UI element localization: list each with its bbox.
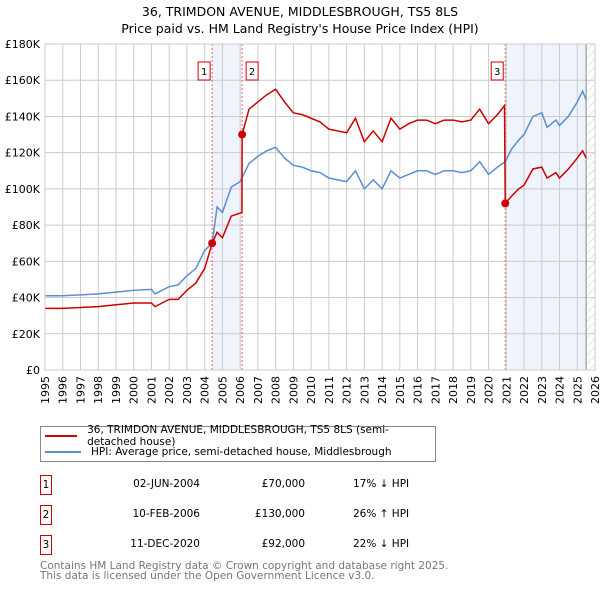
transaction-hpi-diff: 26% ↑ HPI xyxy=(353,508,410,520)
x-tick-label: 2007 xyxy=(252,376,265,404)
sale-point xyxy=(208,239,217,248)
x-tick-label: 2016 xyxy=(412,376,425,404)
legend-label: HPI: Average price, semi-detached house,… xyxy=(91,446,392,458)
footer-line: This data is licensed under the Open Gov… xyxy=(40,570,375,582)
y-tick-label: £140K xyxy=(5,110,41,123)
transaction-price: £70,000 xyxy=(261,478,305,490)
x-tick-label: 2013 xyxy=(358,376,371,404)
x-tick-label: 2026 xyxy=(589,376,600,404)
transaction-date: 10-FEB-2006 xyxy=(132,508,200,520)
x-tick-label: 2014 xyxy=(376,376,389,404)
x-tick-label: 2006 xyxy=(234,376,247,404)
transaction-row: 2 10-FEB-2006 £130,000 26% ↑ HPI xyxy=(40,505,440,525)
transaction-hpi-diff: 22% ↓ HPI xyxy=(353,538,410,550)
sale-point xyxy=(501,199,510,208)
footer: Contains HM Land Registry data © Crown c… xyxy=(40,560,449,582)
sale-number-badge xyxy=(490,61,504,81)
y-tick-label: £160K xyxy=(5,74,41,87)
plot-border xyxy=(44,43,596,371)
y-tick-label: £60K xyxy=(12,255,41,268)
x-tick-label: 2022 xyxy=(518,376,531,404)
transaction-row: 3 11-DEC-2020 £92,000 22% ↓ HPI xyxy=(40,535,440,555)
transaction-row: 1 02-JUN-2004 £70,000 17% ↓ HPI xyxy=(40,475,440,495)
x-tick-label: 2018 xyxy=(447,376,460,404)
x-tick-label: 2021 xyxy=(500,376,513,404)
sale-number-badge xyxy=(197,61,211,81)
legend: 36, TRIMDON AVENUE, MIDDLESBROUGH, TS5 8… xyxy=(40,424,436,462)
x-tick-label: 2024 xyxy=(554,376,567,404)
chart-subtitle: Price paid vs. HM Land Registry's House … xyxy=(121,21,479,36)
x-tick-label: 2019 xyxy=(465,376,478,404)
footer-line: Contains HM Land Registry data © Crown c… xyxy=(40,560,449,572)
x-tick-label: 1996 xyxy=(57,376,70,404)
y-tick-label: £180K xyxy=(5,38,41,51)
y-tick-label: £120K xyxy=(5,147,41,160)
x-tick-label: 2015 xyxy=(394,376,407,404)
x-tick-label: 1999 xyxy=(110,376,123,404)
sale-number-label: 3 xyxy=(494,67,500,78)
sale-number-label: 2 xyxy=(249,67,255,78)
price-chart: 1995 1996 1997 1998 1999 2000 2001 2002 2003 2004… xyxy=(5,38,600,404)
x-tick-label: 2023 xyxy=(536,376,549,404)
x-tick-label: 2000 xyxy=(128,376,141,404)
y-tick-label: £80K xyxy=(12,219,41,232)
hpi-series-line xyxy=(45,89,587,297)
chart-title: 36, TRIMDON AVENUE, MIDDLESBROUGH, TS5 8… xyxy=(141,4,459,19)
legend-item-hpi: HPI: Average price, semi-detached house,… xyxy=(45,444,392,460)
x-tick-label: 2005 xyxy=(216,376,229,404)
transaction-date: 02-JUN-2004 xyxy=(133,478,200,490)
x-tick-label: 2009 xyxy=(287,376,300,404)
x-tick-label: 2004 xyxy=(199,376,212,404)
x-tick-label: 2003 xyxy=(181,376,194,404)
x-tick-label: 1997 xyxy=(74,376,87,404)
legend-label: 36, TRIMDON AVENUE, MIDDLESBROUGH, TS5 8… xyxy=(87,424,389,448)
y-tick-label: £100K xyxy=(5,183,41,196)
transaction-hpi-diff: 17% ↓ HPI xyxy=(353,478,410,490)
transaction-number-badge: 2 xyxy=(40,505,52,525)
sale-number-badge xyxy=(245,61,259,81)
y-tick-label: £0 xyxy=(26,364,40,377)
transaction-number-badge: 1 xyxy=(40,475,52,495)
property-series-line xyxy=(45,88,587,310)
x-tick-label: 2020 xyxy=(483,376,496,404)
transaction-date: 11-DEC-2020 xyxy=(130,538,200,550)
x-tick-label: 2001 xyxy=(145,376,158,404)
sale-point xyxy=(238,130,247,139)
x-tick-label: 1998 xyxy=(92,376,105,404)
x-tick-label: 2012 xyxy=(341,376,354,404)
x-tick-label: 2017 xyxy=(429,376,442,404)
legend-line-blue xyxy=(45,451,81,453)
sale-number-label: 1 xyxy=(201,67,207,78)
x-tick-label: 2025 xyxy=(571,376,584,404)
forecast-hatch xyxy=(586,44,595,370)
y-tick-label: £20K xyxy=(12,328,41,341)
transaction-price: £130,000 xyxy=(254,508,305,520)
x-tick-label: 2008 xyxy=(270,376,283,404)
transaction-price: £92,000 xyxy=(261,538,305,550)
x-tick-label: 2011 xyxy=(323,376,336,404)
x-tick-label: 2010 xyxy=(305,376,318,404)
shaded-period xyxy=(505,44,587,370)
x-tick-label: 2002 xyxy=(163,376,176,404)
legend-line-red xyxy=(45,435,78,437)
legend-item-property: 36, TRIMDON AVENUE, MIDDLESBROUGH, TS5 8… xyxy=(45,424,435,448)
y-tick-label: £40K xyxy=(12,292,41,305)
x-tick-label: 1995 xyxy=(39,376,52,404)
transaction-number-badge: 3 xyxy=(40,535,52,555)
